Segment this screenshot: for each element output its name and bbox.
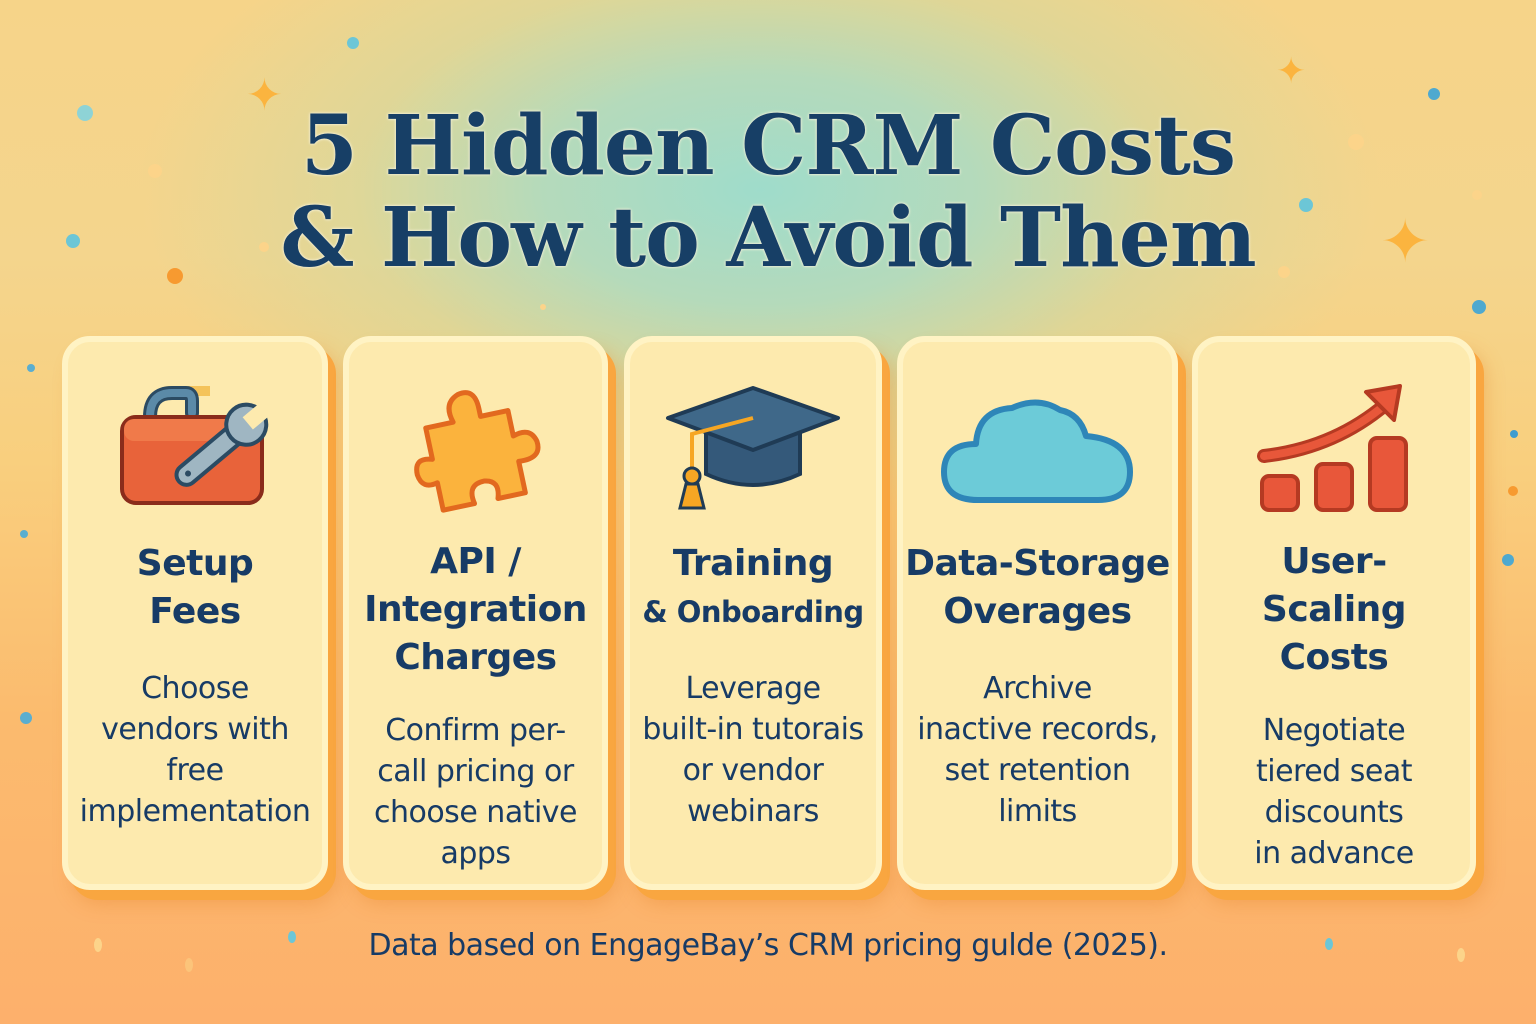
title-line-1: 5 Hidden CRM Costs bbox=[300, 98, 1236, 194]
dot-decoration bbox=[1510, 430, 1518, 438]
sparkle-icon: ✦ bbox=[1276, 51, 1307, 92]
dot-decoration bbox=[1502, 554, 1514, 566]
card-heading: API / Integration Charges bbox=[364, 541, 587, 678]
puzzle-piece-icon bbox=[349, 378, 602, 518]
card-description: Archive inactive records, set retention … bbox=[917, 671, 1158, 829]
sparkle-icon: ✦ bbox=[246, 70, 283, 121]
dot-decoration bbox=[1472, 190, 1482, 200]
dot-decoration bbox=[1348, 134, 1364, 150]
title-line-2: & How to Avoid Them bbox=[280, 190, 1256, 286]
graduation-cap-icon bbox=[630, 378, 876, 518]
dot-decoration bbox=[1457, 948, 1465, 962]
dot-decoration bbox=[185, 958, 193, 972]
dot-decoration bbox=[1472, 300, 1486, 314]
dot-decoration bbox=[148, 164, 162, 178]
card-description: Negotiate tiered seat discounts in advan… bbox=[1254, 713, 1414, 871]
page-title: 5 Hidden CRM Costs & How to Avoid Them bbox=[0, 100, 1536, 284]
cost-cards: Setup Fees Choose vendors with free impl… bbox=[0, 336, 1536, 896]
card-training-onboarding: Training & Onboarding Leverage built-in … bbox=[624, 336, 882, 890]
dot-decoration bbox=[94, 938, 102, 952]
card-heading: User- Scaling Costs bbox=[1261, 541, 1407, 678]
dot-decoration bbox=[1299, 198, 1313, 212]
growth-chart-arrow-icon bbox=[1198, 378, 1470, 518]
dot-decoration bbox=[540, 304, 546, 310]
dot-decoration bbox=[20, 712, 32, 724]
dot-decoration bbox=[66, 234, 80, 248]
card-description: Confirm per- call pricing or choose nati… bbox=[373, 713, 578, 871]
dot-decoration bbox=[347, 37, 359, 49]
dot-decoration bbox=[1428, 88, 1440, 100]
dot-decoration bbox=[27, 364, 35, 372]
card-description: Choose vendors with free implementation bbox=[79, 671, 311, 829]
card-heading: Training & Onboarding bbox=[642, 543, 864, 629]
toolbox-wrench-icon bbox=[68, 378, 322, 518]
dot-decoration bbox=[1278, 266, 1290, 278]
dot-decoration bbox=[20, 530, 28, 538]
card-user-scaling-costs: User- Scaling Costs Negotiate tiered sea… bbox=[1192, 336, 1476, 890]
card-setup-fees: Setup Fees Choose vendors with free impl… bbox=[62, 336, 328, 890]
card-heading: Data-Storage Overages bbox=[905, 543, 1170, 632]
card-api-integration-charges: API / Integration Charges Confirm per- c… bbox=[343, 336, 608, 890]
dot-decoration bbox=[167, 268, 183, 284]
cloud-icon bbox=[903, 378, 1172, 518]
sparkle-icon: ✦ bbox=[1380, 207, 1431, 277]
dot-decoration bbox=[259, 242, 269, 252]
dot-decoration bbox=[288, 931, 296, 943]
card-heading: Setup Fees bbox=[136, 543, 254, 632]
dot-decoration bbox=[1508, 486, 1518, 496]
card-description: Leverage built-in tutorais or vendor web… bbox=[642, 671, 864, 829]
source-note: Data based on EngageBay’s CRM pricing gu… bbox=[368, 928, 1168, 963]
card-data-storage-overages: Data-Storage Overages Archive inactive r… bbox=[897, 336, 1178, 890]
dot-decoration bbox=[77, 105, 93, 121]
dot-decoration bbox=[1325, 938, 1333, 950]
